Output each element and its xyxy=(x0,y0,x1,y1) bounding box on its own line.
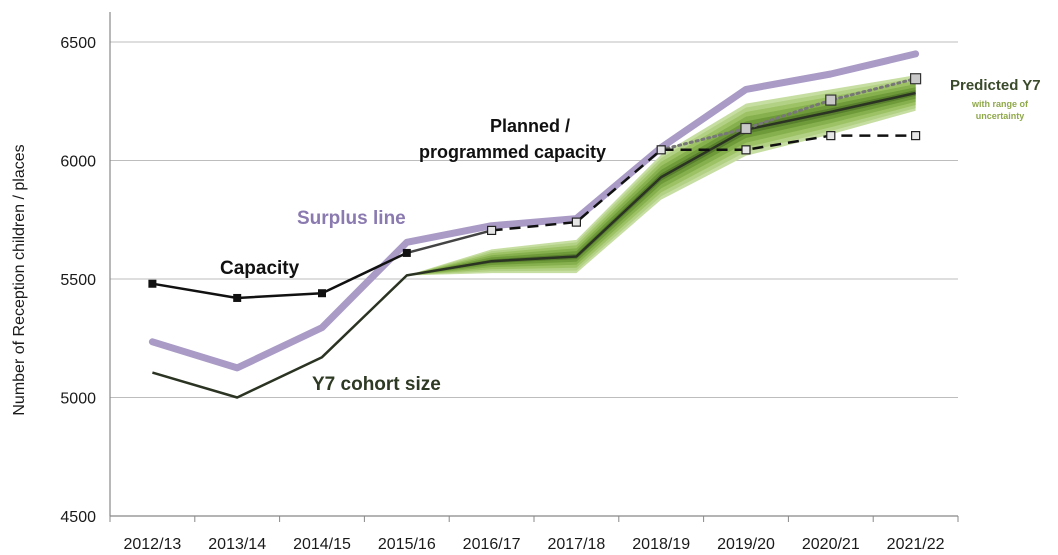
predicted-y7-marker xyxy=(825,94,837,106)
series-lines xyxy=(148,50,920,399)
axes xyxy=(109,12,959,522)
x-tick-label: 2016/17 xyxy=(463,536,521,553)
predicted-y7-marker xyxy=(740,122,752,135)
predicted-y7-marker xyxy=(909,73,922,85)
series-line-planned-solid xyxy=(406,229,492,255)
annotation-uncertainty: uncertainty xyxy=(976,111,1025,121)
x-tick-label: 2013/14 xyxy=(208,536,266,553)
y-tick-label: 5000 xyxy=(60,391,96,408)
x-tick-label: 2020/21 xyxy=(802,536,860,553)
x-tick-label: 2018/19 xyxy=(632,536,690,553)
x-tick-label: 2012/13 xyxy=(123,536,181,553)
y-axis-label: Number of Reception children / places xyxy=(11,144,28,415)
annotation-capacity: Capacity xyxy=(220,258,300,279)
y-tick-label: 6500 xyxy=(60,35,96,52)
planned-capacity-marker xyxy=(487,225,497,236)
y-tick-label: 4500 xyxy=(60,509,96,526)
x-tick-label: 2014/15 xyxy=(293,536,351,553)
planned-capacity-marker xyxy=(826,131,836,141)
x-tick-label: 2015/16 xyxy=(378,536,436,553)
capacity-marker xyxy=(318,289,326,298)
planned-capacity-marker xyxy=(571,217,582,227)
x-tick-label: 2019/20 xyxy=(717,536,775,553)
y-tick-label: 6000 xyxy=(60,154,96,171)
planned-capacity-marker xyxy=(656,145,666,155)
uncertainty-band xyxy=(406,75,916,276)
series-line-surplus xyxy=(148,50,920,372)
capacity-marker xyxy=(233,293,242,302)
y-tick-label: 5500 xyxy=(60,272,96,289)
x-tick-label: 2017/18 xyxy=(547,536,605,553)
annotation-y7-cohort-size: Y7 cohort size xyxy=(312,374,441,395)
annotation-range-of: with range of xyxy=(971,99,1029,109)
annotation-programmed-capacity: programmed capacity xyxy=(419,142,606,162)
annotation-predicted-y7: Predicted Y7 xyxy=(950,77,1041,94)
series-line-y7-cohort xyxy=(152,91,916,399)
annotation-surplus-line: Surplus line xyxy=(297,208,406,229)
x-tick-label: 2021/22 xyxy=(887,536,945,553)
series-line-planned-dashed xyxy=(491,134,916,232)
gridlines xyxy=(110,41,958,398)
series-line-predicted-y7 xyxy=(659,77,918,152)
uncertainty-band-layer xyxy=(406,87,916,276)
planned-capacity-marker xyxy=(910,131,921,141)
capacity-marker xyxy=(148,279,157,288)
capacity-marker xyxy=(402,248,411,257)
series-markers xyxy=(148,73,922,302)
tick-labels: 4500 5000 5500 6000 6500 2012/13 2013/14 2014/1… xyxy=(60,35,944,553)
series-line-capacity xyxy=(152,251,408,300)
annotation-planned: Planned / xyxy=(490,116,570,136)
planned-capacity-marker xyxy=(741,145,751,155)
